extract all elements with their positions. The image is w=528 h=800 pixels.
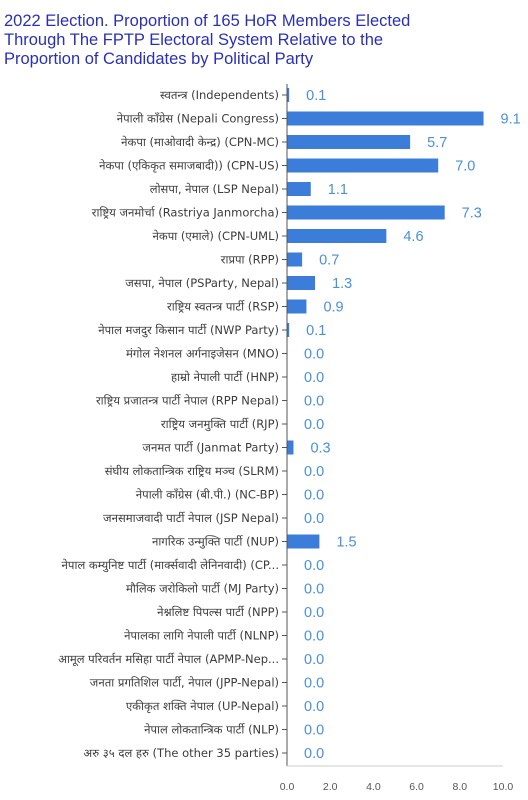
category-label: नेश्नलिष्ट पिपल्स पार्टी (NPP) bbox=[157, 605, 279, 619]
bar bbox=[287, 205, 445, 220]
value-label: 0.3 bbox=[310, 441, 330, 457]
category-label: हाम्रो नेपाली पार्टी (HNP) bbox=[171, 370, 279, 384]
value-label: 1.3 bbox=[332, 276, 352, 292]
category-label: नेपाल मजदुर किसान पार्टी (NWP Party) bbox=[98, 323, 279, 338]
value-label: 0.0 bbox=[304, 347, 324, 363]
category-label: राष्ट्रिय स्वतन्त्र पार्टी (RSP) bbox=[167, 300, 279, 314]
category-label: एकीकृत शक्ति नेपाल (UP-Nepal) bbox=[126, 699, 279, 714]
value-label: 9.1 bbox=[501, 112, 521, 128]
category-label: नेपालका लागि नेपाली पार्टी (NLNP) bbox=[124, 629, 279, 643]
x-tick-label: 4.0 bbox=[366, 781, 381, 793]
bar bbox=[287, 252, 303, 267]
category-label: नेपाली काँग्रेस (Nepali Congress) bbox=[117, 112, 279, 126]
x-tick-label: 8.0 bbox=[452, 781, 467, 793]
value-label: 0.0 bbox=[304, 417, 324, 433]
value-label: 0.0 bbox=[304, 511, 324, 527]
category-label: नेपाली काँग्रेस (बी.पी.) (NC-BP) bbox=[136, 488, 279, 502]
value-label: 0.0 bbox=[304, 488, 324, 504]
value-label: 0.0 bbox=[304, 629, 324, 645]
bar bbox=[287, 182, 311, 196]
x-tick-label: 10.0 bbox=[493, 781, 514, 793]
value-label: 7.3 bbox=[462, 206, 482, 222]
bar bbox=[287, 135, 411, 149]
category-label: लोसपा, नेपाल (LSP Nepal) bbox=[150, 182, 279, 196]
value-label: 0.1 bbox=[306, 88, 326, 104]
category-label: संघीय लोकतान्त्रिक राष्ट्रिय मञ्च (SLRM) bbox=[105, 464, 279, 478]
category-label: जनसमाजवादी पार्टी नेपाल (JSP Nepal) bbox=[103, 511, 279, 525]
bar bbox=[287, 88, 290, 102]
bar bbox=[287, 276, 316, 290]
category-label: नेपाल लोकतान्त्रिक पार्टी (NLP) bbox=[144, 723, 279, 737]
category-label: आमूल परिवर्तन मसिहा पार्टी नेपाल (APMP-N… bbox=[58, 652, 279, 667]
value-label: 5.7 bbox=[427, 135, 447, 151]
value-label: 0.0 bbox=[304, 676, 324, 692]
value-label: 0.0 bbox=[304, 652, 324, 668]
bar bbox=[287, 111, 484, 126]
value-label: 1.1 bbox=[328, 182, 348, 198]
bars-group bbox=[287, 88, 484, 760]
axes-group: 0.0 2.0 4.0 6.0 8.0 10.0 bbox=[280, 84, 514, 793]
chart-title-line-3: Proportion of Candidates by Political Pa… bbox=[4, 50, 314, 68]
bar bbox=[287, 534, 320, 549]
value-label: 4.6 bbox=[403, 229, 423, 245]
value-label: 0.0 bbox=[304, 370, 324, 386]
value-label: 0.0 bbox=[304, 699, 324, 715]
bar bbox=[287, 323, 290, 337]
x-tick-label: 6.0 bbox=[409, 781, 424, 793]
category-label: नेकपा (एमाले) (CPN-UML) bbox=[153, 229, 279, 243]
bar bbox=[287, 229, 387, 243]
category-label: नेपाल कम्युनिष्ट पार्टी (मार्क्सवादी लेन… bbox=[62, 558, 279, 573]
category-label: राष्ट्रिय जनमोर्चा (Rastriya Janmorcha) bbox=[92, 206, 279, 220]
category-label: जसपा, नेपाल (PSParty, Nepal) bbox=[125, 276, 279, 290]
category-label: राष्ट्रिय जनमुक्ति पार्टी (RJP) bbox=[161, 417, 279, 432]
value-labels-group: 0.1 9.1 5.7 7.0 1.1 7.3 4.6 0.7 1.3 0.9 0.1 0.0 0.0 0… bbox=[304, 88, 521, 762]
value-label: 0.1 bbox=[306, 323, 326, 339]
category-label: जनमत पार्टी (Janmat Party) bbox=[142, 441, 279, 455]
bar bbox=[287, 158, 439, 173]
category-label: अरु ३५ दल हरु (The other 35 parties) bbox=[83, 746, 279, 760]
value-label: 7.0 bbox=[455, 159, 475, 175]
chart-title-line-1: 2022 Election. Proportion of 165 HoR Mem… bbox=[4, 12, 411, 30]
value-label: 0.0 bbox=[304, 464, 324, 480]
value-label: 0.0 bbox=[304, 558, 324, 574]
value-label: 0.9 bbox=[323, 300, 343, 316]
bar bbox=[287, 299, 307, 314]
value-label: 0.0 bbox=[304, 582, 324, 598]
category-labels-group: स्वतन्त्र (Independents) नेपाली काँग्रेस … bbox=[58, 88, 279, 760]
category-label: स्वतन्त्र (Independents) bbox=[160, 88, 279, 102]
value-label: 1.5 bbox=[336, 535, 356, 551]
category-label: राप्रपा (RPP) bbox=[221, 253, 279, 267]
value-label: 0.0 bbox=[304, 605, 324, 621]
value-label: 0.0 bbox=[304, 394, 324, 410]
category-label: नागरिक उन्मुक्ति पार्टी (NUP) bbox=[152, 535, 279, 550]
category-label: राष्ट्रिय प्रजातन्त्र पार्टी नेपाल (RPP … bbox=[96, 394, 279, 408]
bar bbox=[287, 440, 294, 455]
category-label: मंगोल नेशनल अर्गनाइजेसन (MNO) bbox=[126, 347, 279, 361]
x-tick-label: 2.0 bbox=[323, 781, 338, 793]
value-label: 0.0 bbox=[304, 746, 324, 762]
category-label: नेकपा (माओवादी केन्द्र) (CPN-MC) bbox=[121, 135, 279, 149]
category-label: जनता प्रगतिशिल पार्टी, नेपाल (JPP-Nepal) bbox=[90, 676, 279, 690]
category-label: नेकपा (एकिकृत समाजबादी)) (CPN-US) bbox=[99, 159, 279, 174]
category-label: मौलिक जरोकिलो पार्टी (MJ Party) bbox=[126, 582, 279, 596]
value-label: 0.7 bbox=[319, 253, 339, 269]
chart-title-line-2: Through The FPTP Electoral System Relati… bbox=[4, 31, 384, 49]
chart-title: 2022 Election. Proportion of 165 HoR Mem… bbox=[4, 12, 524, 69]
value-label: 0.0 bbox=[304, 723, 324, 739]
x-tick-label: 0.0 bbox=[280, 781, 295, 793]
